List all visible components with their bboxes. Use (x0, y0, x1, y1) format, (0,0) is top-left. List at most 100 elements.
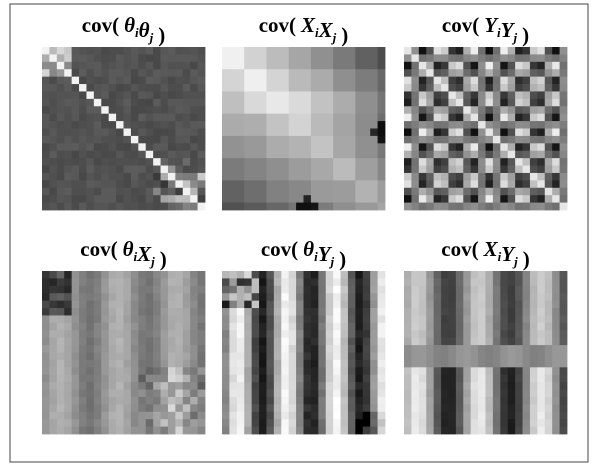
pixel (515, 390, 523, 398)
pixel (101, 286, 109, 294)
pixel (441, 91, 449, 99)
pixel (493, 286, 501, 294)
pixel (523, 69, 531, 77)
pixel (508, 151, 516, 159)
pixel (311, 173, 319, 181)
pixel (190, 412, 198, 420)
pixel (161, 99, 169, 107)
pixel (274, 121, 282, 129)
pixel (537, 308, 545, 316)
pixel (500, 345, 508, 353)
title-symbol: θ (139, 18, 150, 42)
pixel (463, 129, 471, 137)
pixel (363, 99, 371, 107)
pixel (500, 54, 508, 62)
pixel (463, 301, 471, 309)
pixel (486, 375, 494, 383)
pixel (252, 390, 260, 398)
title-symbol: X (483, 237, 499, 261)
pixel (378, 382, 386, 390)
pixel (49, 91, 57, 99)
pixel (49, 143, 57, 151)
pixel (419, 353, 427, 361)
pixel (124, 360, 132, 368)
pixel (471, 412, 479, 420)
pixel (426, 173, 434, 181)
pixel (434, 114, 442, 122)
pixel (426, 301, 434, 309)
pixel (138, 91, 146, 99)
pixel (138, 397, 146, 405)
pixel (296, 345, 304, 353)
pixel (404, 271, 412, 279)
pixel (341, 330, 349, 338)
pixel (266, 315, 274, 323)
pixel (72, 308, 80, 316)
pixel (183, 47, 191, 55)
pixel (116, 345, 124, 353)
pixel (404, 390, 412, 398)
pixel (448, 330, 456, 338)
pixel (419, 203, 427, 211)
pixel (259, 114, 267, 122)
pixel (326, 188, 334, 196)
pixel (124, 188, 132, 196)
pixel (318, 180, 326, 188)
pixel (333, 166, 341, 174)
pixel (49, 54, 57, 62)
pixel (79, 382, 87, 390)
pixel (289, 180, 297, 188)
pixel (486, 54, 494, 62)
pixel (281, 173, 289, 181)
pixel (72, 54, 80, 62)
pixel (411, 315, 419, 323)
pixel (274, 367, 282, 375)
pixel (552, 203, 560, 211)
pixel (545, 271, 553, 279)
pixel (237, 143, 245, 151)
pixel (72, 367, 80, 375)
pixel (370, 397, 378, 405)
pixel (146, 360, 154, 368)
pixel (259, 77, 267, 85)
pixel (72, 404, 80, 412)
pixel (341, 397, 349, 405)
pixel (333, 308, 341, 316)
pixel (341, 151, 349, 159)
pixel (456, 345, 464, 353)
pixel (229, 136, 237, 144)
pixel (311, 99, 319, 107)
pixel (537, 278, 545, 286)
pixel (378, 151, 386, 159)
pixel (348, 151, 356, 159)
pixel (94, 375, 102, 383)
pixel (471, 360, 479, 368)
pixel (463, 47, 471, 55)
pixel (79, 404, 87, 412)
pixel (304, 173, 312, 181)
pixel (296, 143, 304, 151)
pixel (266, 353, 274, 361)
pixel (545, 158, 553, 166)
pixel (138, 301, 146, 309)
pixel (281, 390, 289, 398)
pixel (419, 367, 427, 375)
pixel (318, 404, 326, 412)
pixel (183, 173, 191, 181)
pixel (64, 315, 72, 323)
pixel (259, 62, 267, 70)
pixel (426, 375, 434, 383)
pixel (426, 114, 434, 122)
pixel (244, 158, 252, 166)
pixel (478, 121, 486, 129)
pixel (94, 412, 102, 420)
pixel (281, 412, 289, 420)
pixel (252, 323, 260, 331)
pixel (411, 382, 419, 390)
pixel (190, 308, 198, 316)
pixel (259, 367, 267, 375)
pixel (49, 129, 57, 137)
pixel (545, 136, 553, 144)
pixel (274, 301, 282, 309)
pixel (478, 375, 486, 383)
